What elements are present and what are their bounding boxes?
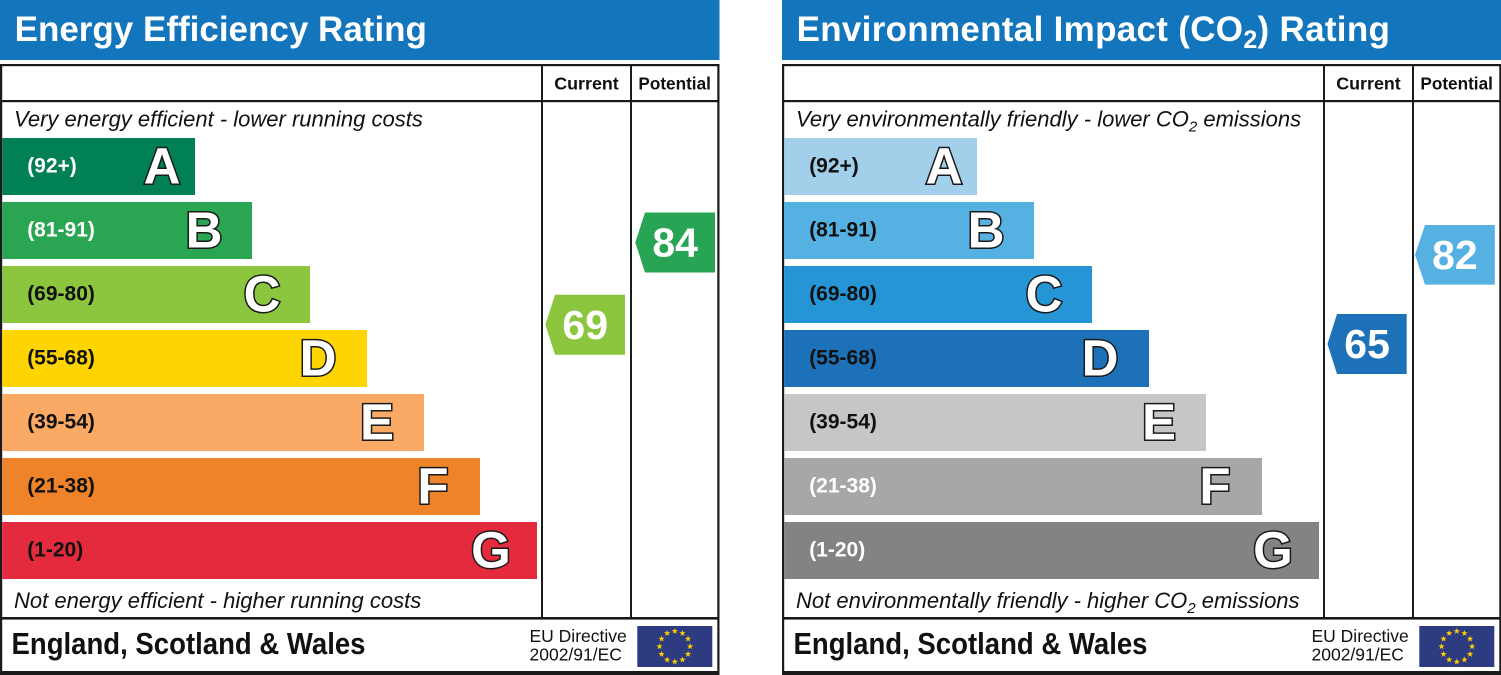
- svg-text:(39-54): (39-54): [809, 411, 877, 434]
- svg-text:A: A: [926, 137, 963, 194]
- svg-text:82: 82: [1432, 232, 1478, 278]
- svg-text:D: D: [300, 329, 337, 386]
- svg-text:84: 84: [652, 220, 698, 266]
- svg-text:England, Scotland & Wales: England, Scotland & Wales: [794, 626, 1148, 661]
- svg-text:G: G: [471, 521, 511, 578]
- svg-text:England, Scotland & Wales: England, Scotland & Wales: [12, 626, 366, 661]
- svg-text:E: E: [360, 393, 394, 450]
- svg-text:(21-38): (21-38): [809, 475, 877, 498]
- svg-text:(92+): (92+): [809, 155, 859, 178]
- svg-text:Potential: Potential: [1420, 74, 1493, 94]
- svg-text:F: F: [417, 457, 448, 514]
- svg-text:Not environmentally friendly -: Not environmentally friendly - higher CO…: [796, 588, 1300, 617]
- svg-text:Very energy efficient - lower: Very energy efficient - lower running co…: [14, 106, 423, 131]
- svg-text:(21-38): (21-38): [27, 475, 95, 498]
- svg-text:(81-91): (81-91): [809, 219, 877, 242]
- svg-text:Very environmentally friendly: Very environmentally friendly - lower CO…: [796, 106, 1301, 135]
- svg-text:Potential: Potential: [638, 74, 711, 94]
- svg-text:Environmental Impact (CO2) Rat: Environmental Impact (CO2) Rating: [797, 10, 1391, 54]
- svg-text:(69-80): (69-80): [27, 283, 95, 306]
- svg-text:(1-20): (1-20): [27, 539, 83, 562]
- svg-text:EU Directive: EU Directive: [1312, 626, 1409, 646]
- svg-text:C: C: [244, 265, 281, 322]
- svg-text:E: E: [1142, 393, 1176, 450]
- svg-text:B: B: [968, 201, 1005, 258]
- svg-text:(81-91): (81-91): [27, 219, 95, 242]
- svg-text:(69-80): (69-80): [809, 283, 877, 306]
- svg-text:Current: Current: [1336, 74, 1401, 94]
- svg-text:Not energy efficient - higher: Not energy efficient - higher running co…: [14, 588, 421, 613]
- svg-text:G: G: [1253, 521, 1293, 578]
- svg-text:(1-20): (1-20): [809, 539, 865, 562]
- svg-text:(55-68): (55-68): [27, 347, 95, 370]
- svg-text:(92+): (92+): [27, 155, 77, 178]
- svg-text:D: D: [1082, 329, 1119, 386]
- svg-text:Current: Current: [554, 74, 619, 94]
- svg-text:A: A: [144, 137, 181, 194]
- svg-text:C: C: [1026, 265, 1063, 322]
- svg-text:F: F: [1199, 457, 1230, 514]
- svg-text:EU Directive: EU Directive: [530, 626, 627, 646]
- svg-text:65: 65: [1344, 321, 1390, 367]
- svg-text:69: 69: [562, 302, 608, 348]
- svg-text:2002/91/EC: 2002/91/EC: [1312, 644, 1404, 664]
- svg-text:B: B: [186, 201, 223, 258]
- svg-text:(39-54): (39-54): [27, 411, 95, 434]
- svg-text:(55-68): (55-68): [809, 347, 877, 370]
- svg-text:2002/91/EC: 2002/91/EC: [530, 644, 622, 664]
- svg-text:Energy Efficiency Rating: Energy Efficiency Rating: [15, 10, 427, 49]
